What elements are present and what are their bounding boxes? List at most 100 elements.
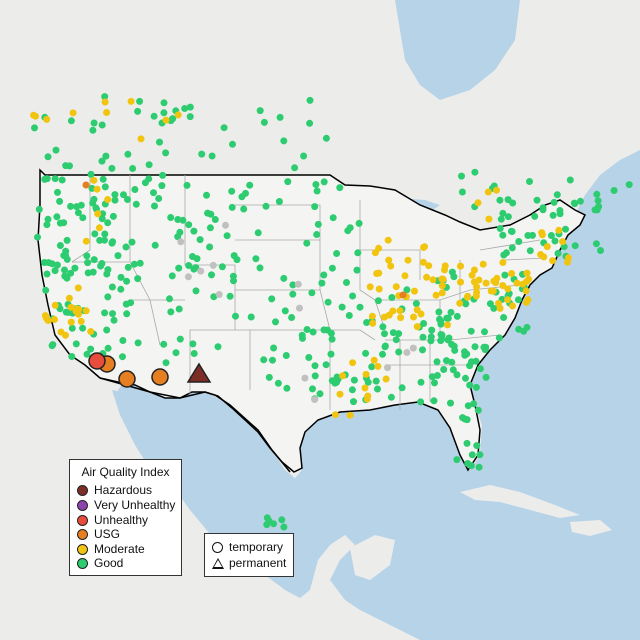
good-site [348,386,356,394]
good-site [430,397,438,405]
moderate-site [538,231,546,239]
very-unhealthy-swatch [77,499,88,511]
good-site [74,209,82,217]
good-site [523,323,531,331]
good-site [228,187,236,195]
good-site [458,172,465,180]
legend-item-temporary: temporary [212,540,283,554]
good-site [185,221,193,229]
moderate-site [519,280,527,288]
good-site [119,337,127,344]
legend-item-usg: USG [77,527,120,541]
good-site [280,523,288,531]
good-site [551,237,559,245]
yucatan-land [350,535,395,580]
good-site [156,138,163,146]
good-site [256,107,264,115]
good-site [278,516,286,524]
good-site [398,384,406,392]
triangle-icon [212,557,224,569]
moderate-site [543,243,551,251]
good-site [312,181,320,188]
good-site [562,225,569,233]
no-data-site [403,349,411,356]
good-site [274,379,282,387]
moderate-site [373,270,381,277]
good-site [389,329,397,337]
moderate-site [174,111,182,119]
good-site [283,384,291,392]
moderate-site [382,375,390,383]
good-site [172,349,180,357]
moderate-site [432,291,440,299]
good-site [447,399,454,407]
good-site [482,373,490,381]
good-site [104,344,112,352]
legend-label: Good [94,556,124,570]
moderate-site [441,262,449,270]
good-site [123,310,131,318]
good-site [108,283,116,291]
moderate-site [69,109,77,117]
good-site [98,121,106,129]
good-site [272,318,279,326]
good-site [160,340,168,348]
moderate-site [419,258,427,266]
good-site [269,356,276,364]
good-site [67,117,75,125]
good-site [303,239,311,247]
good-site [363,319,371,326]
good-site [431,379,438,387]
good-site [83,350,91,358]
good-site [155,195,163,202]
good-site [72,340,80,348]
moderate-site [43,115,51,123]
good-site [333,373,341,381]
good-site [508,244,516,252]
good-site [61,266,68,274]
good-site [350,398,357,406]
moderate-site [67,318,75,326]
good-site [128,238,136,246]
good-site [327,329,335,337]
good-site [79,214,87,222]
good-site [54,188,61,196]
moderate-site [457,262,464,270]
moderate-site [417,310,425,318]
good-site [354,249,362,257]
good-site [481,328,488,336]
good-site [448,358,456,366]
good-site [260,356,268,364]
good-site [189,340,197,348]
good-site [392,336,400,344]
good-site [252,255,260,263]
good-site [433,358,441,366]
good-site [453,371,461,379]
good-site [260,118,268,126]
usg-site-small [82,181,90,189]
good-site [280,137,288,145]
good-site [109,310,116,318]
good-site [98,260,106,267]
no-data-site [384,364,391,372]
legend-item-permanent: permanent [212,556,286,570]
good-site [515,325,523,333]
cuba-land [460,485,580,518]
good-site [566,176,574,184]
good-site [175,305,183,313]
good-site [303,326,311,333]
good-site [610,187,618,194]
good-site [288,314,296,321]
moderate-site [423,273,431,281]
good-site [228,203,236,211]
good-site [114,252,122,260]
good-site [263,521,271,529]
good-site [379,323,387,331]
good-site [453,312,461,320]
good-site [539,206,547,214]
good-site [150,112,158,120]
moderate-site [101,98,109,106]
good-site [99,210,107,218]
usg-site [151,368,169,386]
moderate-site [537,251,545,258]
